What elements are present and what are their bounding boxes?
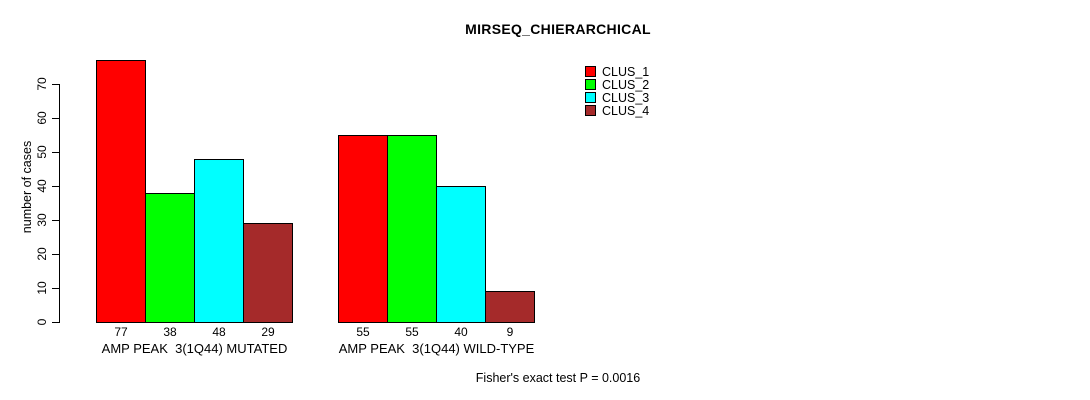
bar-clus_2-group1: [145, 193, 195, 323]
y-tick: [52, 254, 59, 255]
y-tick: [52, 322, 59, 323]
y-tick-label: 40: [35, 179, 49, 193]
bar-value-label: 48: [212, 325, 226, 339]
bar-clus_1-group2: [338, 135, 388, 323]
bar-clus_2-group2: [387, 135, 437, 323]
group-label: AMP PEAK 3(1Q44) WILD-TYPE: [338, 341, 535, 356]
bar-clus_1-group1: [96, 60, 146, 323]
legend-swatch-clus_1: [585, 66, 596, 77]
legend-label: CLUS_2: [602, 78, 650, 92]
y-tick-label: 50: [35, 145, 49, 159]
bar-value-label: 9: [506, 325, 514, 339]
bar-clus_3-group2: [436, 186, 486, 323]
y-axis-line: [59, 84, 60, 323]
bar-value-label: 29: [261, 325, 275, 339]
y-tick: [52, 288, 59, 289]
legend-label: CLUS_4: [602, 104, 650, 118]
legend-swatch-clus_2: [585, 79, 596, 90]
legend-swatch-clus_3: [585, 92, 596, 103]
fisher-test-annotation: Fisher's exact test P = 0.0016: [475, 371, 641, 385]
legend-label: CLUS_1: [602, 65, 650, 79]
legend-swatch-clus_4: [585, 105, 596, 116]
y-tick-label: 20: [35, 247, 49, 261]
y-tick-label: 10: [35, 281, 49, 295]
bar-clus_3-group1: [194, 159, 244, 323]
y-tick: [52, 84, 59, 85]
chart-title: MIRSEQ_CHIERARCHICAL: [465, 21, 651, 37]
y-tick: [52, 186, 59, 187]
y-tick: [52, 152, 59, 153]
bar-value-label: 77: [114, 325, 128, 339]
bar-value-label: 38: [163, 325, 177, 339]
bar-clus_4-group1: [243, 223, 293, 323]
y-axis-label: number of cases: [20, 140, 34, 234]
bar-clus_4-group2: [485, 291, 535, 323]
bar-value-label: 55: [356, 325, 370, 339]
y-tick-label: 0: [35, 318, 49, 326]
y-tick: [52, 118, 59, 119]
group-label: AMP PEAK 3(1Q44) MUTATED: [101, 341, 288, 356]
y-tick-label: 60: [35, 111, 49, 125]
bar-value-label: 40: [454, 325, 468, 339]
y-tick-label: 70: [35, 77, 49, 91]
bar-value-label: 55: [405, 325, 419, 339]
y-tick: [52, 220, 59, 221]
legend-label: CLUS_3: [602, 91, 650, 105]
y-tick-label: 30: [35, 213, 49, 227]
